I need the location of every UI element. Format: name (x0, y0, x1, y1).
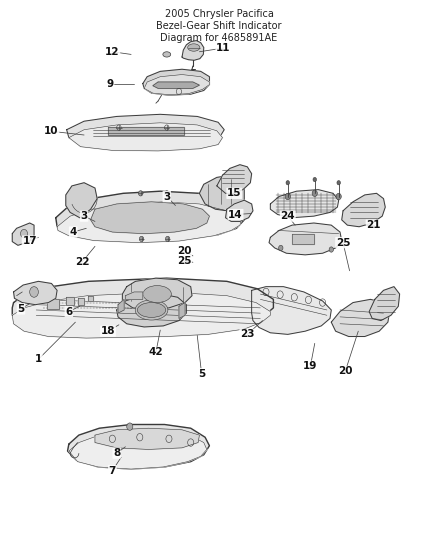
Polygon shape (66, 297, 74, 305)
Polygon shape (47, 300, 59, 309)
Polygon shape (12, 292, 270, 338)
Polygon shape (369, 287, 399, 320)
Ellipse shape (135, 300, 168, 320)
Text: 5: 5 (198, 369, 205, 378)
Text: 20: 20 (177, 246, 191, 256)
Text: 9: 9 (106, 78, 114, 88)
Circle shape (21, 229, 28, 238)
Ellipse shape (143, 286, 171, 303)
Polygon shape (252, 287, 331, 334)
Ellipse shape (138, 303, 166, 317)
Polygon shape (118, 300, 124, 313)
Polygon shape (217, 165, 252, 193)
Polygon shape (144, 75, 209, 95)
Text: 23: 23 (240, 329, 254, 340)
Circle shape (165, 191, 169, 196)
Circle shape (329, 247, 333, 252)
Polygon shape (143, 69, 209, 95)
Text: 25: 25 (336, 238, 350, 248)
Text: 18: 18 (101, 326, 115, 336)
Polygon shape (292, 233, 314, 244)
Text: 3: 3 (163, 191, 170, 201)
Polygon shape (91, 202, 209, 233)
Polygon shape (12, 223, 34, 245)
Text: 5: 5 (18, 304, 25, 314)
Text: 22: 22 (74, 257, 89, 267)
Text: 14: 14 (228, 209, 243, 220)
Circle shape (138, 191, 143, 196)
Polygon shape (342, 193, 385, 227)
Text: 10: 10 (44, 126, 59, 136)
Text: 11: 11 (216, 43, 230, 53)
Circle shape (30, 287, 39, 297)
Text: 25: 25 (177, 256, 191, 266)
Circle shape (139, 236, 144, 241)
Polygon shape (269, 223, 342, 255)
Circle shape (286, 181, 290, 185)
Polygon shape (67, 424, 209, 469)
Text: 21: 21 (366, 220, 381, 230)
Circle shape (166, 236, 170, 241)
Text: 42: 42 (148, 348, 163, 358)
Polygon shape (69, 123, 223, 151)
Text: 3: 3 (81, 211, 88, 221)
Text: Bezel-Gear Shift Indicator: Bezel-Gear Shift Indicator (156, 21, 282, 31)
Polygon shape (153, 82, 199, 88)
Text: 7: 7 (109, 466, 116, 475)
Polygon shape (12, 278, 273, 331)
Polygon shape (331, 300, 390, 336)
Polygon shape (122, 278, 192, 310)
Polygon shape (270, 190, 339, 217)
Ellipse shape (187, 44, 200, 51)
Circle shape (337, 181, 340, 185)
Text: 15: 15 (227, 188, 241, 198)
Polygon shape (108, 127, 184, 135)
Text: 2005 Chrysler Pacifica: 2005 Chrysler Pacifica (165, 10, 273, 19)
Polygon shape (95, 428, 199, 449)
Circle shape (336, 193, 341, 200)
Polygon shape (78, 298, 84, 305)
Circle shape (285, 193, 290, 200)
Polygon shape (88, 296, 93, 301)
Circle shape (312, 190, 318, 197)
Polygon shape (125, 292, 143, 300)
Text: 12: 12 (105, 47, 120, 56)
Text: 24: 24 (280, 211, 295, 221)
Text: 17: 17 (22, 236, 37, 246)
Polygon shape (66, 183, 97, 217)
Text: 6: 6 (65, 306, 72, 317)
Text: 1: 1 (35, 354, 42, 364)
Text: 4: 4 (70, 227, 77, 237)
Polygon shape (67, 114, 224, 146)
Circle shape (279, 245, 283, 251)
Polygon shape (179, 303, 185, 318)
Polygon shape (57, 202, 242, 243)
Circle shape (127, 423, 133, 430)
Text: 19: 19 (303, 361, 318, 371)
Polygon shape (14, 281, 57, 305)
Polygon shape (69, 432, 207, 469)
Polygon shape (117, 294, 186, 327)
Text: 20: 20 (338, 367, 353, 376)
Text: Diagram for 4685891AE: Diagram for 4685891AE (160, 33, 278, 43)
Circle shape (313, 177, 317, 182)
Polygon shape (182, 41, 204, 60)
Ellipse shape (163, 52, 171, 57)
Polygon shape (56, 191, 244, 241)
Polygon shape (226, 200, 253, 221)
Polygon shape (199, 175, 244, 211)
Text: 8: 8 (113, 448, 120, 458)
